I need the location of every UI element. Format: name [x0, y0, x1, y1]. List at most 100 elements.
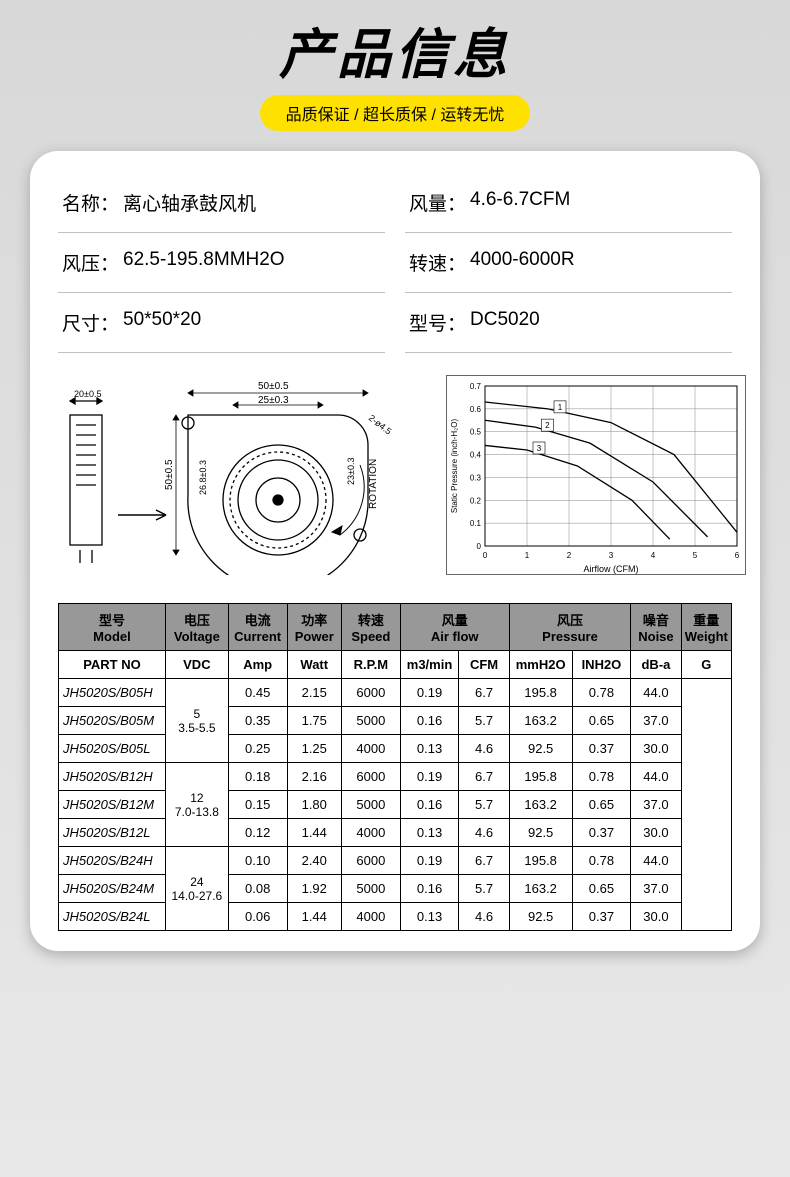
spec-label: 风压：: [62, 249, 119, 276]
cell: 4.6: [459, 735, 509, 763]
table-row: JH5020S/B05H53.5-5.50.452.1560000.196.71…: [59, 679, 732, 707]
spec-cell: 转速： 4000-6000R: [405, 233, 732, 293]
table-header: 电压Voltage: [165, 604, 228, 651]
dim-inner-w: 25±0.3: [258, 395, 289, 406]
cell: 0.12: [228, 819, 287, 847]
table-subheader: CFM: [459, 651, 509, 679]
svg-text:0.5: 0.5: [470, 428, 482, 437]
cell: 1.44: [287, 903, 342, 931]
cell: 0.06: [228, 903, 287, 931]
svg-text:2: 2: [545, 421, 550, 430]
cell-model: JH5020S/B24H: [59, 847, 166, 875]
cell: 5000: [342, 707, 401, 735]
svg-text:1: 1: [525, 551, 530, 560]
cell: 5.7: [459, 791, 509, 819]
spec-label: 风量：: [409, 189, 466, 216]
cell: 0.65: [572, 875, 631, 903]
cell: 1.44: [287, 819, 342, 847]
cell: 195.8: [509, 763, 572, 791]
svg-text:0.6: 0.6: [470, 405, 482, 414]
cell: 0.19: [400, 763, 459, 791]
spec-value: 50*50*20: [123, 309, 201, 336]
cell: 0.78: [572, 679, 631, 707]
table-header: 功率Power: [287, 604, 342, 651]
cell: 0.13: [400, 735, 459, 763]
cell: 0.37: [572, 903, 631, 931]
cell: 37.0: [631, 875, 681, 903]
table-row: JH5020S/B05L0.251.2540000.134.692.50.373…: [59, 735, 732, 763]
table-row: JH5020S/B24M0.081.9250000.165.7163.20.65…: [59, 875, 732, 903]
spec-label: 型号：: [409, 309, 466, 336]
cell: 1.25: [287, 735, 342, 763]
dim-overall-w: 50±0.5: [258, 381, 289, 392]
cell: 0.37: [572, 819, 631, 847]
table-header: 风量Air flow: [400, 604, 509, 651]
cell-model: JH5020S/B05H: [59, 679, 166, 707]
cell: 4000: [342, 903, 401, 931]
cell: 0.13: [400, 903, 459, 931]
dim-side-h: 50±0.5: [164, 459, 175, 490]
table-subheader: Watt: [287, 651, 342, 679]
cell: 6000: [342, 763, 401, 791]
table-row: JH5020S/B05M0.351.7550000.165.7163.20.65…: [59, 707, 732, 735]
cell: 0.78: [572, 763, 631, 791]
table-row: JH5020S/B24L0.061.4440000.134.692.50.373…: [59, 903, 732, 931]
cell: 1.80: [287, 791, 342, 819]
cell: 4000: [342, 735, 401, 763]
cell: 44.0: [631, 763, 681, 791]
cell: 0.18: [228, 763, 287, 791]
cell: 163.2: [509, 791, 572, 819]
cell: 0.16: [400, 707, 459, 735]
cell: 92.5: [509, 903, 572, 931]
dim-inner-h1: 26.8±0.3: [198, 460, 208, 495]
cell-model: JH5020S/B12L: [59, 819, 166, 847]
cell: 0.15: [228, 791, 287, 819]
page-title: 产品信息: [279, 10, 511, 89]
subtitle-text: 品质保证 / 超长质保 / 运转无忧: [286, 107, 505, 124]
cell: 0.08: [228, 875, 287, 903]
rotation-label: ROTATION: [368, 459, 379, 509]
cell-model: JH5020S/B24L: [59, 903, 166, 931]
technical-drawing: 20±0.5: [58, 375, 428, 575]
svg-text:0.2: 0.2: [470, 496, 482, 505]
cell: 30.0: [631, 735, 681, 763]
svg-text:3: 3: [609, 551, 614, 560]
cell: 0.19: [400, 847, 459, 875]
spec-value: 62.5-195.8MMH2O: [123, 249, 285, 276]
svg-text:0.3: 0.3: [470, 473, 482, 482]
diagram-row: 20±0.5: [58, 375, 732, 575]
cell-voltage: 127.0-13.8: [165, 763, 228, 847]
table-subheader: PART NO: [59, 651, 166, 679]
svg-text:0.4: 0.4: [470, 451, 482, 460]
svg-text:6: 6: [735, 551, 740, 560]
performance-chart: 00.10.20.30.40.50.60.70123456123Airflow …: [446, 375, 746, 575]
cell: 4.6: [459, 819, 509, 847]
cell: 2.16: [287, 763, 342, 791]
cell: 0.16: [400, 791, 459, 819]
svg-text:0.7: 0.7: [470, 382, 482, 391]
svg-text:2: 2: [567, 551, 572, 560]
svg-text:4: 4: [651, 551, 656, 560]
table-header: 型号Model: [59, 604, 166, 651]
cell: 1.75: [287, 707, 342, 735]
spec-label: 名称：: [62, 189, 119, 216]
svg-text:1: 1: [558, 403, 563, 412]
table-subheader: G: [681, 651, 731, 679]
cell: 2.15: [287, 679, 342, 707]
cell: 5000: [342, 875, 401, 903]
svg-text:0: 0: [477, 542, 482, 551]
table-subheader: INH2O: [572, 651, 631, 679]
spec-value: 4000-6000R: [470, 249, 575, 276]
table-subheader: R.P.M: [342, 651, 401, 679]
cell: 0.13: [400, 819, 459, 847]
cell: 0.78: [572, 847, 631, 875]
cell: 4.6: [459, 903, 509, 931]
cell: 163.2: [509, 707, 572, 735]
header-block: 产品信息 品质保证 / 超长质保 / 运转无忧: [0, 10, 790, 131]
cell: 6.7: [459, 763, 509, 791]
cell: 0.65: [572, 707, 631, 735]
cell: 6.7: [459, 847, 509, 875]
cell: 30.0: [631, 819, 681, 847]
svg-text:3: 3: [537, 444, 542, 453]
cell: 44.0: [631, 847, 681, 875]
